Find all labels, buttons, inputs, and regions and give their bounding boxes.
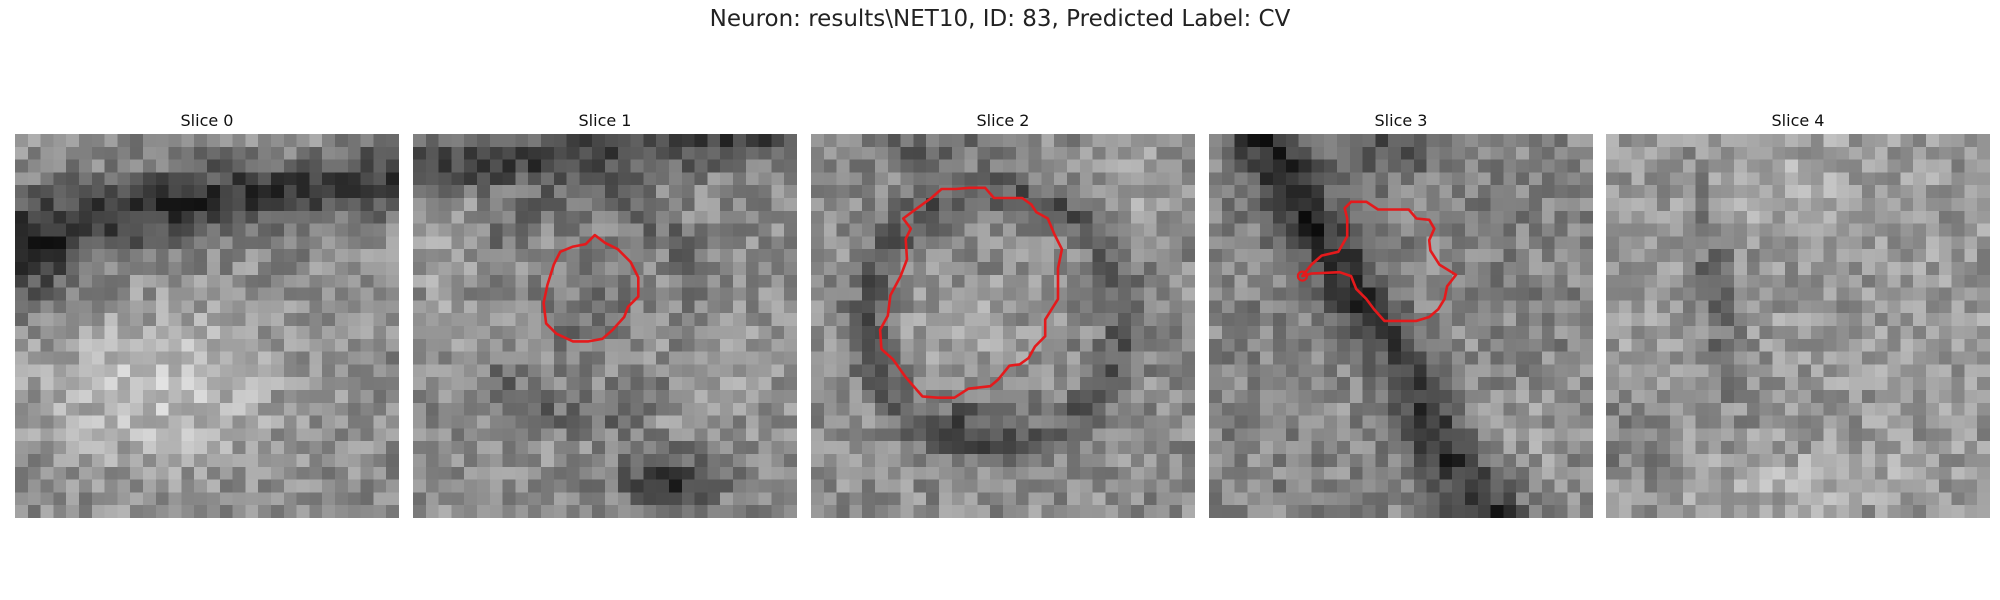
slice-image <box>15 134 399 518</box>
slice-title: Slice 3 <box>1374 111 1428 130</box>
segmentation-contour <box>878 186 1064 400</box>
slice-image <box>1606 134 1990 518</box>
segmentation-contour <box>1301 200 1458 323</box>
slice-panel-1: Slice 1 <box>413 108 797 518</box>
slice-image <box>811 134 1195 518</box>
slice-title: Slice 4 <box>1771 111 1825 130</box>
slice-panel-2: Slice 2 <box>811 108 1195 518</box>
slice-title: Slice 2 <box>976 111 1030 130</box>
slice-panel-4: Slice 4 <box>1606 108 1990 518</box>
segmentation-contour <box>542 233 640 343</box>
slice-title: Slice 0 <box>180 111 234 130</box>
slice-panel-3: Slice 3 <box>1209 108 1593 518</box>
figure-title: Neuron: results\NET10, ID: 83, Predicted… <box>709 6 1291 32</box>
slice-image <box>1209 134 1593 518</box>
slice-image <box>413 134 797 518</box>
slice-title: Slice 1 <box>578 111 632 130</box>
slice-panel-0: Slice 0 <box>15 108 399 518</box>
segmentation-marker <box>1296 270 1309 282</box>
